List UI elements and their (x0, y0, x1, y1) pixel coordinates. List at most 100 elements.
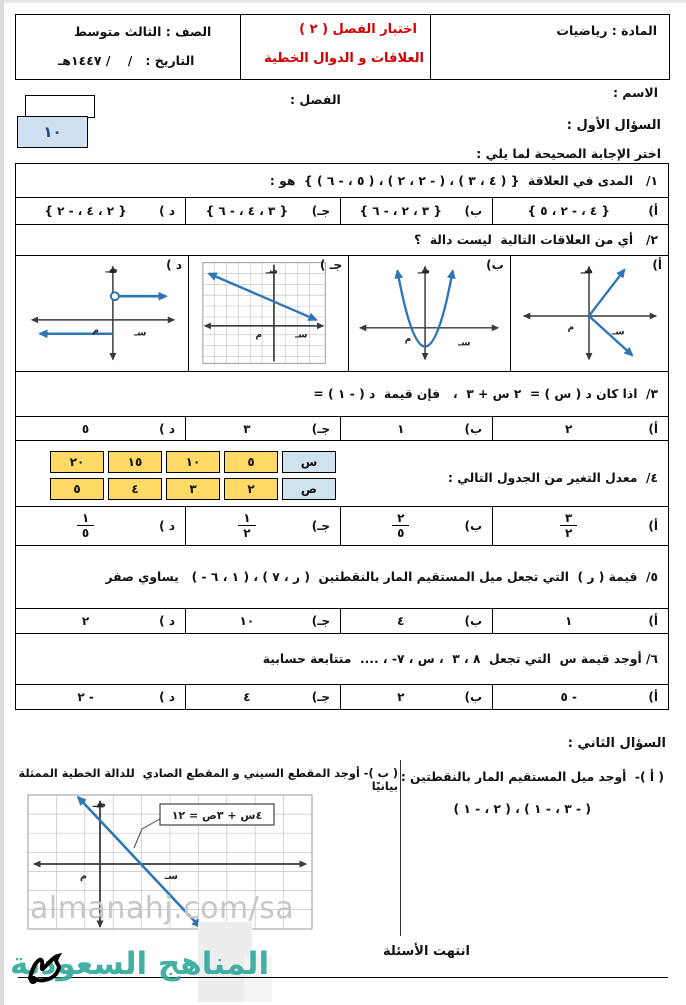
q6-option-c-label: جـ) (311, 690, 330, 704)
table-row-x: س ٥ ١٠ ١٥ ٢٠ (50, 451, 336, 473)
graph-linear-function: ٤س + ٣ص = ١٢ صـ م سـ (27, 794, 313, 930)
q3-option-d-label: د ) (159, 421, 175, 436)
origin-label: م (568, 323, 575, 333)
q3-option-a-value: ٢ (565, 421, 573, 436)
q2-graph-d-label: د ) (166, 258, 182, 272)
numerator: ٣ (560, 512, 578, 527)
q4-option-a-label: أ) (648, 519, 658, 533)
q3-options-row: أ) ٢ ب) ١ جـ) ٣ د ) ٥ (16, 416, 668, 441)
graph-step-function: صـ م سـ (30, 264, 176, 361)
x-axis-label: سـ (294, 330, 307, 341)
name-label: الاسم : (612, 85, 658, 100)
q4-option-b-label: ب) (464, 519, 482, 533)
y-axis-label: صـ (416, 265, 429, 276)
numerator: ١ (238, 512, 256, 527)
q6-option-b-value: ٢ (397, 690, 405, 704)
q1-option-b-value: { ٣ ، ٢ ، - ٦ } (359, 204, 442, 218)
bottom-rule (18, 977, 668, 978)
q5-options-row: أ) ١ ب) ٤ جـ) ١٠ د ) ٢ (16, 608, 668, 634)
numerator: ٢ (392, 512, 410, 527)
q2-graph-b: ب) صـ م سـ (349, 256, 511, 371)
exam-subtitle: العلاقات و الدوال الخطية (264, 51, 424, 66)
q5-option-c: جـ) ١٠ (186, 609, 341, 633)
q5-option-a-value: ١ (565, 614, 573, 628)
q1-option-d: د ) { ٢ ، ٤ ، - ٢ } (16, 198, 186, 224)
graph-parabola: صـ م سـ (358, 265, 499, 361)
q3-option-d: د ) ٥ (16, 417, 186, 440)
q4-option-d-label: د ) (159, 519, 175, 533)
y-value-1: ٢ (224, 478, 278, 500)
q3-option-b-value: ١ (397, 421, 405, 436)
header-box: المادة : رياضيات اختبار الفصل ( ٢ ) العل… (15, 14, 670, 80)
section1-title: السؤال الأول : (566, 118, 661, 133)
watermark-block-2 (244, 956, 272, 1002)
q5-option-a: أ) ١ (493, 609, 668, 633)
q3-option-d-value: ٥ (81, 421, 90, 436)
q3-option-b: ب) ١ (341, 417, 493, 440)
grade-label: الصف : الثالث متوسط (74, 24, 212, 39)
q2-graph-d: د ) صـ م سـ (16, 256, 189, 371)
header-divider-left (240, 15, 241, 79)
q5-option-d-value: ٢ (81, 614, 90, 628)
header-divider-right (430, 15, 431, 79)
rate-of-change-table: س ٥ ١٠ ١٥ ٢٠ ص ٢ ٣ ٤ ٥ (46, 446, 340, 505)
q1-option-c-label: جـ) (311, 204, 330, 218)
q6-option-b-label: ب) (464, 690, 482, 704)
watermark-url: almanahj.com/sa (30, 891, 295, 926)
q2-graph-c-label: جـ ) (319, 258, 343, 272)
q3-text: ٣/ اذا كان د ( س ) = ٢ س + ٣ ، فإن قيمة … (313, 387, 658, 401)
origin-label: م (93, 326, 100, 336)
q6-option-a-value: - ٥ (560, 690, 577, 704)
questions-box: ١/ المدى في العلاقة { ( ٤ ، ٣ ) ، ( - ٢ … (15, 163, 669, 710)
q1-option-b-label: ب) (464, 204, 482, 218)
section2-title: السؤال الثاني : (567, 736, 666, 751)
q2-text: ٢/ أي من العلاقات التالية ليست دالة ؟ (414, 233, 658, 247)
q4-table-wrap: س ٥ ١٠ ١٥ ٢٠ ص ٢ ٣ ٤ ٥ (46, 446, 340, 505)
q5-text: ٥/ قيمة ( ر ) التي تجعل ميل المستقيم الم… (105, 570, 658, 584)
x-value-4: ٢٠ (50, 451, 104, 473)
origin-label: م (256, 331, 263, 341)
score-value: ١٠ (43, 123, 62, 141)
q4-text: ٤/ معدل التغير من الجدول التالي : (448, 471, 658, 485)
watermark-brand: المناهج السعودية (10, 946, 270, 982)
scan-edge-top (0, 0, 686, 3)
q1-option-b: ب) { ٣ ، ٢ ، - ٦ } (341, 198, 493, 224)
q1-option-a: أ) { ٤ ، - ٢ ، ٥ } (493, 198, 668, 224)
section2-column-divider (400, 760, 401, 936)
line-equation-label: ٤س + ٣ص = ١٢ (172, 809, 263, 822)
origin-label: م (404, 335, 411, 345)
q6-option-c: جـ) ٤ (186, 685, 341, 709)
q5-option-d: د ) ٢ (16, 609, 186, 633)
q6-option-d-value: - ٢ (77, 690, 94, 704)
origin-label: م (80, 871, 87, 882)
q2-graphs-row: أ) صـ م سـ ب) صـ م (16, 255, 668, 372)
q1-options-row: أ) { ٤ ، - ٢ ، ٥ } ب) { ٣ ، ٢ ، - ٦ } جـ… (16, 197, 668, 225)
q5-option-b: ب) ٤ (341, 609, 493, 633)
y-axis-label: صـ (105, 264, 118, 275)
q4-option-c-label: جـ) (311, 519, 330, 533)
x-axis-label: سـ (164, 871, 178, 882)
scan-edge-left (0, 0, 4, 1005)
q6-option-b: ب) ٢ (341, 685, 493, 709)
q6-option-a: أ) - ٥ (493, 685, 668, 709)
q1-option-a-value: { ٤ ، - ٢ ، ٥ } (527, 204, 610, 218)
subject-label: المادة : رياضيات (556, 23, 657, 38)
q3-option-b-label: ب) (464, 421, 482, 436)
x-value-1: ٥ (224, 451, 278, 473)
y-value-2: ٣ (166, 478, 220, 500)
part-a-label: ( أ )- أوجد ميل المستقيم المار بالنقطتين… (400, 770, 664, 784)
q6-option-a-label: أ) (648, 690, 658, 704)
watermark-block (198, 922, 252, 1002)
q3-option-c-value: ٣ (243, 421, 251, 436)
y-axis-label: صـ (265, 265, 278, 276)
q5-option-a-label: أ) (648, 614, 658, 628)
q5-option-c-value: ١٠ (239, 614, 255, 628)
q2-graph-a: أ) صـ م سـ (511, 256, 668, 371)
table-row-y: ص ٢ ٣ ٤ ٥ (50, 478, 336, 500)
